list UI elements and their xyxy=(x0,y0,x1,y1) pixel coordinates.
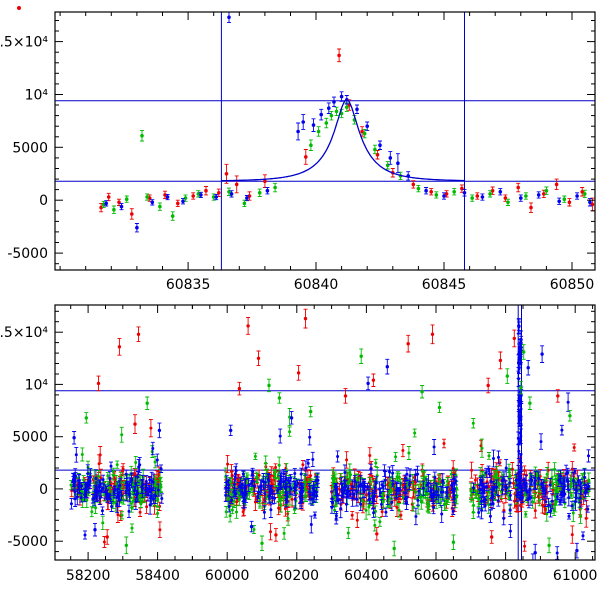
y-tick-label: 5000 xyxy=(12,430,48,446)
series-green xyxy=(101,102,587,221)
y-tick-label: -5000 xyxy=(7,246,48,262)
x-tick-label: 58200 xyxy=(66,568,111,584)
series-red xyxy=(99,48,595,220)
y-tick-label: -5000 xyxy=(7,534,48,550)
x-tick-label: 60000 xyxy=(205,568,250,584)
y-tick-label: 1.5×10⁴ xyxy=(0,35,48,51)
x-tick-label: 60845 xyxy=(422,277,467,293)
outliers-green xyxy=(84,344,572,557)
panel-top: 60835 60840 60845 60850 -5000 0 5000 10⁴ 1.5×10⁴ xyxy=(0,11,596,293)
y-tick-label: 1.5×10⁴ xyxy=(0,325,48,341)
outliers-red xyxy=(96,308,560,545)
stray-red-point xyxy=(17,6,21,10)
y-tick-label: 10⁴ xyxy=(25,377,49,393)
outliers-blue xyxy=(72,318,579,560)
x-tick-label: 60850 xyxy=(550,277,595,293)
reference-lines xyxy=(55,12,595,270)
axis-labels: 58200 58400 60000 60200 60400 60600 60800 61000… xyxy=(0,325,597,584)
x-tick-label: 60200 xyxy=(275,568,320,584)
x-tick-label: 61000 xyxy=(553,568,598,584)
x-tick-label: 60800 xyxy=(483,568,528,584)
y-tick-label: 0 xyxy=(39,193,48,209)
axis-ticks xyxy=(55,305,595,560)
y-tick-label: 5000 xyxy=(12,140,48,156)
fit-curve xyxy=(221,99,464,182)
x-tick-label: 60400 xyxy=(344,568,389,584)
panel-bottom: 58200 58400 60000 60200 60400 60600 60800 61000… xyxy=(0,304,597,584)
x-tick-label: 60600 xyxy=(414,568,459,584)
series-blue xyxy=(104,12,592,233)
y-tick-label: 0 xyxy=(39,482,48,498)
x-tick-label: 60840 xyxy=(294,277,339,293)
axes-frame xyxy=(54,11,596,271)
axis-ticks xyxy=(55,12,595,270)
x-tick-label: 60835 xyxy=(166,277,211,293)
axis-labels: 60835 60840 60845 60850 -5000 0 5000 10⁴ 1.5×10⁴ xyxy=(0,35,594,293)
y-tick-label: 10⁴ xyxy=(25,88,49,104)
x-tick-label: 58400 xyxy=(135,568,180,584)
noise-blue xyxy=(69,392,591,560)
axes-frame xyxy=(54,304,596,561)
